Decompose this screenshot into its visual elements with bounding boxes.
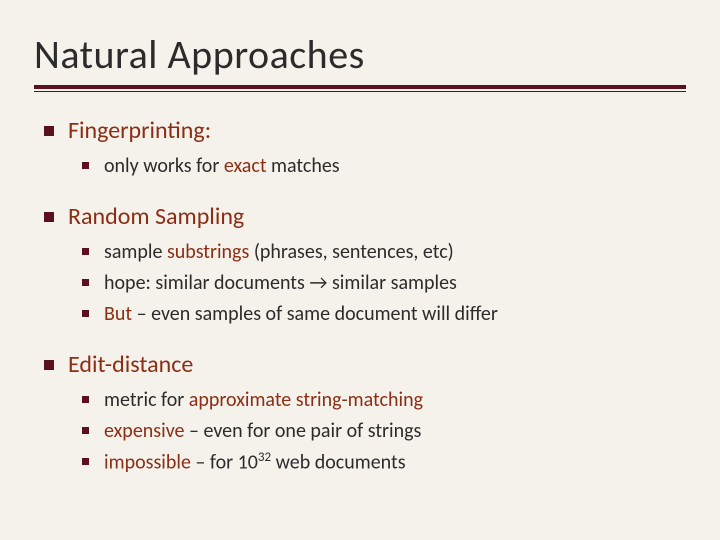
- list-item: Random Sampling sample substrings (phras…: [68, 202, 686, 328]
- text: sample: [104, 240, 167, 264]
- sub-item: metric for approximate string-matching: [104, 387, 686, 414]
- sub-item: hope: similar documents → similar sample…: [104, 270, 686, 297]
- slide-title: Natural Approaches: [34, 30, 686, 79]
- text: matches: [267, 154, 340, 178]
- sub-item: only works for exact matches: [104, 153, 686, 180]
- accent-text: substrings: [167, 240, 249, 264]
- sub-item: But – even samples of same document will…: [104, 301, 686, 328]
- accent-text: expensive: [104, 419, 184, 443]
- sub-list: sample substrings (phrases, sentences, e…: [68, 239, 686, 328]
- text: only works for: [104, 154, 224, 178]
- arrow-text: →: [309, 271, 327, 295]
- text: – even samples of same document will dif…: [132, 302, 498, 326]
- accent-text: exact: [224, 154, 267, 178]
- superscript: 32: [258, 450, 271, 465]
- sub-list: metric for approximate string-matching e…: [68, 387, 686, 477]
- text: hope: similar documents: [104, 271, 309, 295]
- accent-text: approximate string-matching: [189, 388, 423, 412]
- item-label: Random Sampling: [68, 202, 244, 231]
- bullet-list: Fingerprinting: only works for exact mat…: [34, 116, 686, 477]
- text: similar samples: [327, 271, 456, 295]
- text: metric for: [104, 388, 189, 412]
- title-rule-thin: [34, 91, 686, 92]
- item-label: Edit-distance: [68, 350, 193, 379]
- sub-item: sample substrings (phrases, sentences, e…: [104, 239, 686, 266]
- item-label: Fingerprinting:: [68, 116, 211, 145]
- list-item: Fingerprinting: only works for exact mat…: [68, 116, 686, 180]
- list-item: Edit-distance metric for approximate str…: [68, 350, 686, 477]
- text: – even for one pair of strings: [184, 419, 421, 443]
- text: – for 10: [191, 451, 258, 475]
- accent-text: But: [104, 302, 132, 326]
- accent-text: impossible: [104, 451, 191, 475]
- sub-item: expensive – even for one pair of strings: [104, 418, 686, 445]
- text: web documents: [271, 451, 405, 475]
- title-rule-thick: [34, 85, 686, 89]
- sub-item: impossible – for 1032 web documents: [104, 449, 686, 477]
- text: (phrases, sentences, etc): [249, 240, 453, 264]
- sub-list: only works for exact matches: [68, 153, 686, 180]
- slide: Natural Approaches Fingerprinting: only …: [0, 0, 720, 540]
